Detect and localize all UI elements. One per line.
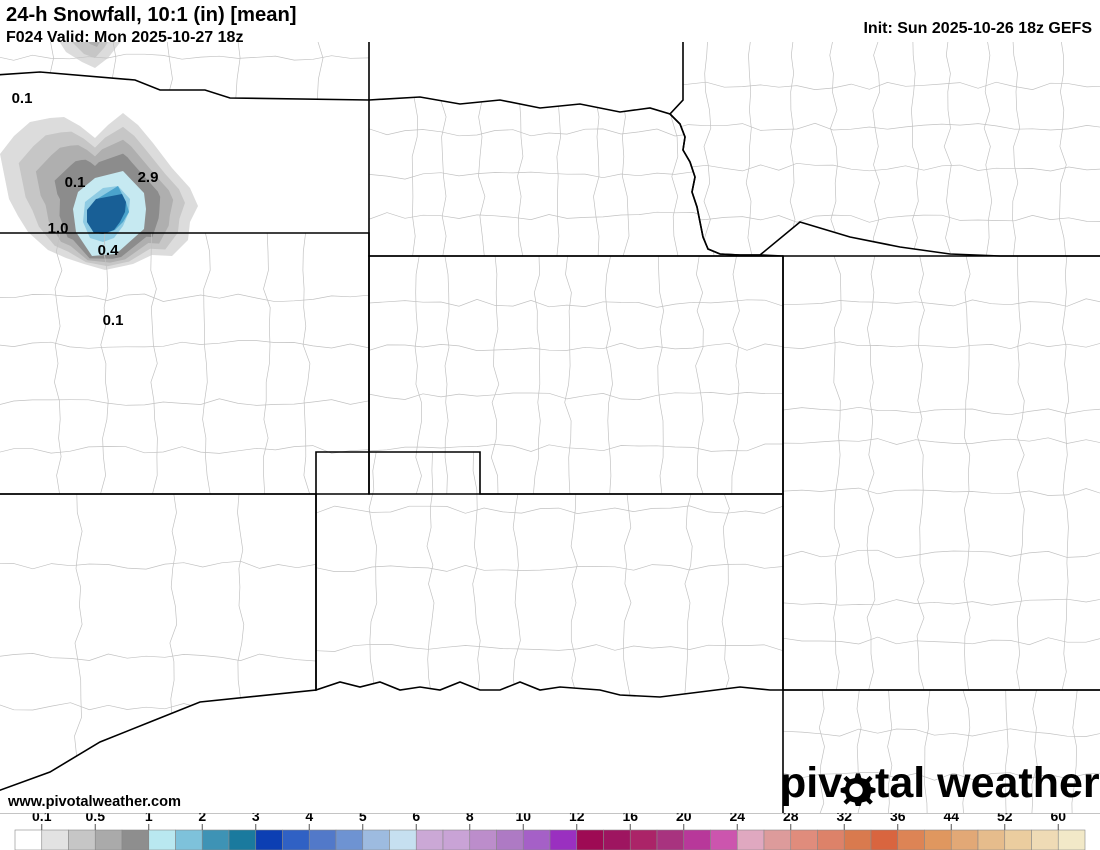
- svg-text:2.9: 2.9: [138, 169, 159, 186]
- svg-text:tal weather: tal weather: [875, 764, 1100, 806]
- svg-text:0.1: 0.1: [12, 90, 33, 107]
- svg-text:5: 5: [359, 813, 367, 824]
- svg-text:28: 28: [783, 813, 799, 824]
- svg-text:32: 32: [836, 813, 852, 824]
- svg-text:2: 2: [198, 813, 206, 824]
- svg-text:piv: piv: [780, 764, 842, 806]
- svg-text:8: 8: [466, 813, 474, 824]
- svg-text:0.4: 0.4: [98, 242, 120, 259]
- svg-text:16: 16: [622, 813, 638, 824]
- svg-text:0.1: 0.1: [65, 174, 86, 191]
- svg-text:0.1: 0.1: [32, 813, 52, 824]
- svg-text:10: 10: [515, 813, 531, 824]
- svg-text:1: 1: [145, 813, 153, 824]
- svg-text:20: 20: [676, 813, 692, 824]
- svg-text:52: 52: [997, 813, 1013, 824]
- svg-text:24: 24: [729, 813, 745, 824]
- svg-text:12: 12: [569, 813, 585, 824]
- svg-text:6: 6: [412, 813, 420, 824]
- svg-text:4: 4: [305, 813, 313, 824]
- svg-text:60: 60: [1050, 813, 1066, 824]
- svg-text:44: 44: [943, 813, 959, 824]
- svg-text:1.0: 1.0: [48, 220, 69, 237]
- svg-text:3: 3: [252, 813, 260, 824]
- svg-text:0.5: 0.5: [86, 813, 106, 824]
- svg-text:0.1: 0.1: [103, 312, 124, 329]
- svg-text:36: 36: [890, 813, 906, 824]
